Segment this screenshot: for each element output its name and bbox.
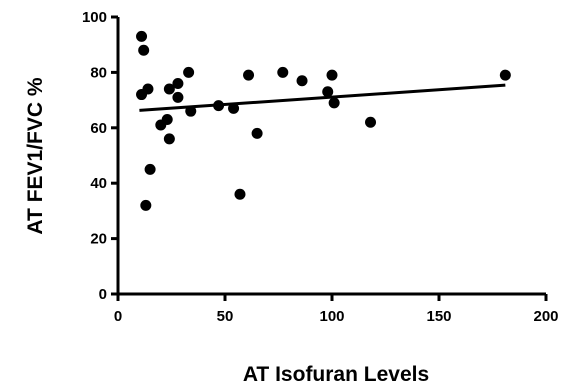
data-points <box>136 30 511 211</box>
x-tick-label: 100 <box>319 308 344 325</box>
x-tick-label: 200 <box>533 308 558 325</box>
data-point <box>161 113 173 125</box>
x-tick-label: 50 <box>217 308 234 325</box>
data-point <box>228 102 240 114</box>
y-tick-label: 40 <box>90 175 107 192</box>
data-point <box>326 69 338 81</box>
data-point <box>183 66 195 78</box>
y-tick-label: 80 <box>90 64 107 81</box>
data-point <box>243 69 255 81</box>
y-tick-label: 0 <box>99 286 107 303</box>
x-tick-label: 0 <box>114 308 122 325</box>
data-point <box>140 199 152 211</box>
ticks: 0 20 40 60 80 100 0 50 100 150 200 <box>82 9 559 325</box>
axes <box>116 17 546 296</box>
x-tick-label: 150 <box>426 308 451 325</box>
data-point <box>499 69 511 81</box>
data-point <box>277 66 289 78</box>
data-point <box>163 133 175 145</box>
y-tick-label: 100 <box>82 9 107 26</box>
regression-line-group <box>139 83 506 112</box>
data-point <box>365 116 377 128</box>
data-point <box>144 163 156 175</box>
data-point <box>328 97 340 109</box>
data-point <box>296 75 308 87</box>
x-axis-title: AT Isofuran Levels <box>243 363 429 386</box>
data-point <box>172 91 184 103</box>
data-point <box>163 83 175 95</box>
y-tick-label: 20 <box>90 231 107 248</box>
regression-line <box>139 83 506 112</box>
data-point <box>234 188 246 200</box>
y-tick-label: 60 <box>90 120 107 137</box>
data-point <box>142 83 154 95</box>
data-point <box>172 77 184 89</box>
data-point <box>322 86 334 98</box>
data-point <box>138 44 150 56</box>
y-axis-title: AT FEV1/FVC % <box>24 77 47 234</box>
data-point <box>136 30 148 42</box>
data-point <box>251 127 263 139</box>
